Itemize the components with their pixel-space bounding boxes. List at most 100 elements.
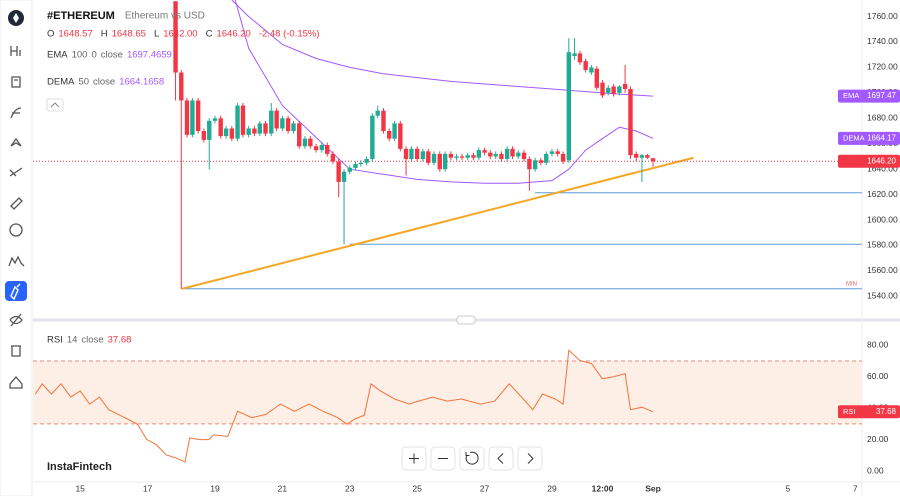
candle-body xyxy=(606,87,611,93)
tag-bg xyxy=(838,131,900,145)
candle-body xyxy=(617,86,622,93)
series-line xyxy=(34,349,654,463)
candle-body xyxy=(179,72,184,101)
candle-body xyxy=(263,123,268,134)
price-pane: MIN xyxy=(33,0,862,290)
icon xyxy=(527,453,534,464)
candle-body xyxy=(431,153,437,163)
candle-body xyxy=(387,131,392,139)
legend-text: DEMA xyxy=(47,77,75,88)
candle-body xyxy=(184,100,190,135)
legend-text: close xyxy=(81,335,103,346)
tool-icon[interactable] xyxy=(11,76,21,88)
candle-body xyxy=(493,153,498,157)
candle-body xyxy=(319,145,325,151)
y-tick-label: 1720.00 xyxy=(867,62,898,72)
candle-body xyxy=(504,148,510,159)
candle-body xyxy=(645,155,650,158)
tool-icon[interactable] xyxy=(8,255,25,267)
candle-body xyxy=(488,152,493,157)
candle-body xyxy=(639,155,645,158)
tool-icon[interactable] xyxy=(9,223,23,237)
candle-body xyxy=(358,162,364,165)
legend-text: 1697.4659 xyxy=(127,50,172,61)
x-tick-label: 21 xyxy=(278,483,288,493)
tool-icon[interactable] xyxy=(9,167,23,177)
candle-body xyxy=(195,100,201,132)
rsi-tick-label: 20.00 xyxy=(867,434,889,444)
legend-text: close xyxy=(93,77,115,88)
candle-body xyxy=(448,153,454,158)
x-tick-label: 5 xyxy=(785,483,790,493)
candle-body xyxy=(482,150,487,153)
legend-text: 1664.1658 xyxy=(119,77,164,88)
legend-text: 1642.00 xyxy=(163,29,197,40)
candle-body xyxy=(297,123,302,147)
level-label: MIN xyxy=(846,281,857,287)
reset-button[interactable] xyxy=(459,446,485,471)
candle-body xyxy=(549,151,555,154)
legend-text: -2.48 (-0.15%) xyxy=(259,29,320,40)
x-tick-label: 25 xyxy=(412,483,422,493)
candle-body xyxy=(560,153,566,162)
y-tick-label: 1540.00 xyxy=(867,291,898,301)
candle-body xyxy=(190,100,195,135)
candle-body xyxy=(420,151,426,159)
candle-body xyxy=(471,155,476,158)
candle-body xyxy=(280,118,285,129)
tool-icon[interactable] xyxy=(10,197,23,210)
candle-body xyxy=(594,68,599,88)
price-tag: EMA 1697.47 xyxy=(838,89,900,103)
tool-icon[interactable] xyxy=(10,137,22,147)
candle-body xyxy=(201,131,207,140)
active-tool[interactable] xyxy=(5,281,27,301)
legend-text: close xyxy=(101,50,123,61)
candle-body xyxy=(252,128,257,134)
candle-body xyxy=(572,53,577,56)
tool-icon[interactable] xyxy=(9,376,23,389)
candle-body xyxy=(223,128,229,137)
candle-body xyxy=(302,138,308,147)
candle-body xyxy=(555,151,560,154)
tool-icon[interactable] xyxy=(10,46,21,56)
tag-value: 37.68 xyxy=(876,407,897,416)
scroll-right-button[interactable] xyxy=(517,446,543,471)
y-tick-label: 1600.00 xyxy=(867,214,898,224)
candle-body xyxy=(589,67,594,73)
y-tick-label: 1680.00 xyxy=(867,113,898,123)
legend-text: 14 xyxy=(67,335,78,346)
x-tick-label: 7 xyxy=(853,483,858,493)
candle-body xyxy=(370,115,375,159)
x-tick-label: 19 xyxy=(210,483,220,493)
price-tag: RSI 37.68 xyxy=(838,405,900,419)
series-line xyxy=(231,0,654,97)
candle-body xyxy=(454,156,459,158)
y-tick-label: 1760.00 xyxy=(867,11,898,21)
x-tick-label: 12:00 xyxy=(592,483,614,493)
candle-body xyxy=(392,123,397,139)
tool-icon[interactable] xyxy=(10,107,22,119)
tool-icon[interactable] xyxy=(9,313,23,327)
series-line xyxy=(234,0,654,184)
candle-body xyxy=(381,110,386,132)
candle-body xyxy=(611,86,616,95)
collapse-button[interactable] xyxy=(46,98,64,112)
x-tick-label: 27 xyxy=(480,483,490,493)
candle-body xyxy=(566,52,572,161)
candle-body xyxy=(634,153,639,158)
candle-body xyxy=(437,153,442,170)
candle-body xyxy=(347,167,352,172)
candle-body xyxy=(324,145,330,154)
scroll-left-button[interactable] xyxy=(488,446,514,471)
candle-body xyxy=(240,105,246,135)
candle-body xyxy=(583,61,588,70)
candle-body xyxy=(600,82,605,96)
tool-icon[interactable] xyxy=(11,345,21,357)
candle-body xyxy=(269,110,274,134)
divider-handle[interactable] xyxy=(456,315,476,325)
candle-body xyxy=(442,153,448,170)
tag-name: DEMA xyxy=(843,133,865,142)
rsi-band xyxy=(33,361,862,424)
candle-body xyxy=(375,110,380,116)
tag-name: RSI xyxy=(843,407,856,416)
